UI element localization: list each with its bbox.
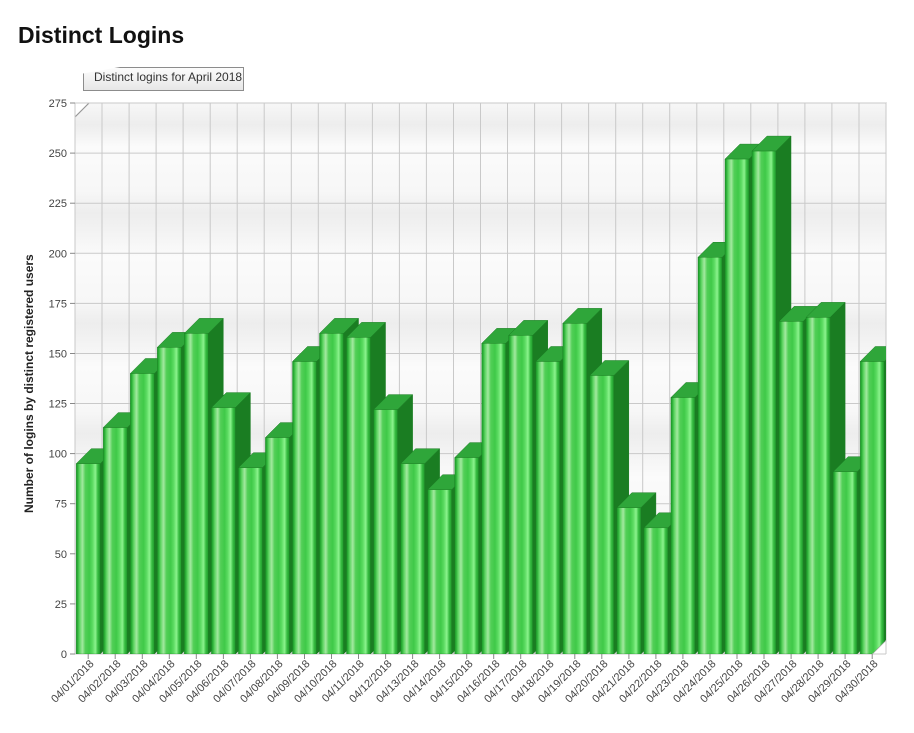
svg-text:125: 125 <box>49 399 67 411</box>
svg-text:25: 25 <box>55 599 67 611</box>
svg-text:50: 50 <box>55 549 67 561</box>
svg-text:0: 0 <box>61 649 67 661</box>
svg-text:100: 100 <box>49 449 67 461</box>
svg-text:175: 175 <box>49 298 67 310</box>
svg-text:225: 225 <box>49 198 67 210</box>
svg-text:250: 250 <box>49 148 67 160</box>
svg-text:275: 275 <box>49 98 67 110</box>
svg-text:75: 75 <box>55 499 67 511</box>
svg-text:150: 150 <box>49 349 67 361</box>
svg-text:200: 200 <box>49 248 67 260</box>
